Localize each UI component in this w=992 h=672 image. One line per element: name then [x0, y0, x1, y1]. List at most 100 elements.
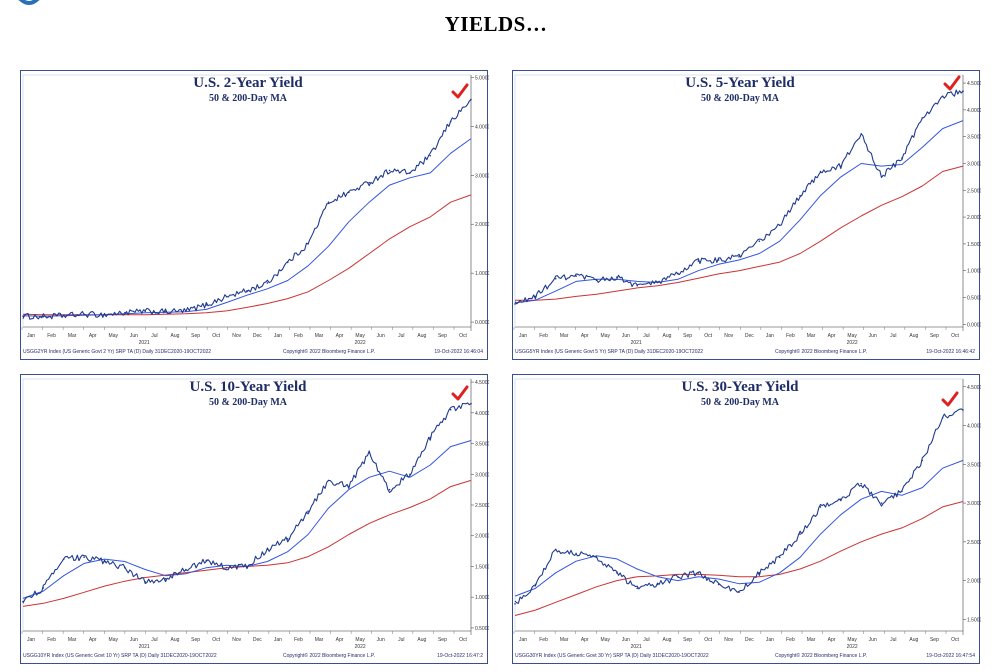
x-tick-label: Jun: [869, 333, 877, 339]
x-tick-label: May: [109, 333, 119, 339]
x-tick-label: Apr: [336, 637, 344, 643]
price-point: [286, 261, 289, 264]
x-tick-label: Feb: [786, 637, 795, 643]
price-point: [778, 556, 781, 559]
x-tick-label: May: [355, 637, 365, 643]
ma200-line: [22, 479, 472, 607]
price-point: [738, 591, 740, 594]
x-tick-label: Aug: [909, 333, 918, 339]
x-tick-label: Oct: [704, 637, 712, 643]
x-tick-label: Nov: [724, 333, 733, 339]
x-tick-label: Feb: [47, 637, 56, 643]
price-point: [327, 201, 330, 204]
x-tick-label: May: [847, 333, 857, 339]
x-tick-label: Jul: [890, 333, 896, 339]
chart-subtitle: 50 & 200-Day MA: [700, 93, 780, 104]
chart-copyright-footer: Copyright© 2022 Bloomberg Finance L.P.: [283, 653, 375, 659]
price-point: [962, 90, 964, 92]
x-tick-label: Aug: [909, 637, 918, 643]
price-point: [225, 566, 228, 569]
x-tick-label: Sep: [191, 637, 200, 643]
ma50-line: [514, 120, 964, 304]
price-point: [144, 581, 146, 583]
x-tick-label: Apr: [336, 333, 344, 339]
price-point: [429, 154, 432, 157]
price-point: [42, 587, 45, 589]
price-point: [368, 451, 370, 454]
price-point: [901, 490, 903, 493]
chart-2yr-plot: 0.0000 1.0000 2.0000 3.0000 4.0000 5.0000 Jan F…: [21, 74, 489, 346]
chart-timestamp-footer: 19-Oct-2022 16:46:04: [434, 349, 483, 355]
chart-timestamp-footer: 19-Oct-2022 16:46:42: [926, 349, 975, 355]
price-point: [880, 176, 883, 178]
x-tick-label: Sep: [683, 333, 692, 339]
price-point: [62, 558, 65, 560]
x-tick-label: Feb: [539, 637, 548, 643]
x-tick-label: Jun: [622, 333, 630, 339]
x-tick-label: Mar: [315, 333, 324, 339]
x-tick-label: Jun: [130, 333, 138, 339]
price-point: [941, 95, 944, 98]
x-tick-label: Mar: [807, 333, 816, 339]
chart-panel-5yr: 0.0000 0.5000 1.0000 1.5000 2.0000 2.5000 3.00…: [512, 70, 981, 360]
y-tick-label: 3.0000: [475, 472, 489, 478]
y-tick-label: 3.0000: [967, 501, 981, 507]
chart-copyright-footer: Copyright© 2022 Bloomberg Finance L.P.: [775, 349, 867, 355]
year-label: 2021: [139, 340, 150, 346]
ma50-line: [22, 138, 472, 317]
price-point: [449, 120, 452, 123]
x-tick-label: Oct: [459, 333, 467, 339]
price-point: [409, 172, 411, 174]
y-tick-label: 0.0000: [967, 322, 981, 328]
price-point: [677, 272, 679, 275]
price-point: [409, 473, 411, 476]
chart-source-footer: USGG5YR Index (US Generic Govt 5 Yr) SRP…: [515, 349, 704, 355]
ma200-line: [22, 194, 472, 316]
x-tick-label: Oct: [951, 637, 959, 643]
price-point: [575, 552, 577, 555]
x-tick-label: Jan: [27, 637, 35, 643]
price-point: [534, 583, 537, 586]
price-point: [554, 548, 557, 551]
price-point: [246, 289, 248, 292]
y-tick-label: 4.5000: [967, 385, 981, 391]
price-point: [164, 577, 167, 580]
x-tick-label: Aug: [417, 637, 426, 643]
x-tick-label: Feb: [539, 333, 548, 339]
y-tick-label: 4.0000: [967, 424, 981, 430]
x-tick-label: Nov: [724, 637, 733, 643]
x-tick-label: Jul: [398, 637, 404, 643]
x-tick-label: Jan: [766, 333, 774, 339]
x-tick-label: Dec: [253, 333, 262, 339]
y-tick-label: 2.0000: [475, 222, 489, 228]
price-point: [616, 276, 618, 278]
x-tick-label: Feb: [47, 333, 56, 339]
price-point: [778, 224, 781, 226]
x-tick-label: Jan: [519, 637, 527, 643]
y-tick-label: 2.0000: [475, 534, 489, 540]
price-point: [164, 311, 167, 313]
price-point: [717, 259, 720, 261]
x-tick-label: Jun: [869, 637, 877, 643]
y-tick-label: 2.0000: [967, 579, 981, 585]
price-line: [22, 402, 472, 604]
chart-title: U.S. 5-Year Yield: [685, 75, 795, 91]
x-tick-label: Mar: [315, 637, 324, 643]
x-tick-label: Jul: [151, 333, 157, 339]
x-tick-label: Sep: [438, 333, 447, 339]
y-tick-label: 1.0000: [475, 595, 489, 601]
chart-source-footer: USGG10YR Index (US Generic Govt 10 Yr) S…: [23, 653, 217, 659]
price-point: [62, 314, 65, 317]
x-tick-label: May: [601, 333, 611, 339]
x-tick-label: Oct: [951, 333, 959, 339]
x-tick-label: Jun: [622, 637, 630, 643]
chart-subtitle: 50 & 200-Day MA: [700, 397, 780, 408]
y-tick-label: 0.0000: [475, 320, 489, 326]
price-point: [205, 304, 208, 306]
y-tick-label: 3.0000: [475, 173, 489, 179]
price-point: [860, 482, 862, 485]
price-point: [962, 409, 964, 411]
price-point: [697, 260, 700, 262]
x-tick-label: Dec: [745, 333, 754, 339]
x-tick-label: Oct: [212, 637, 220, 643]
